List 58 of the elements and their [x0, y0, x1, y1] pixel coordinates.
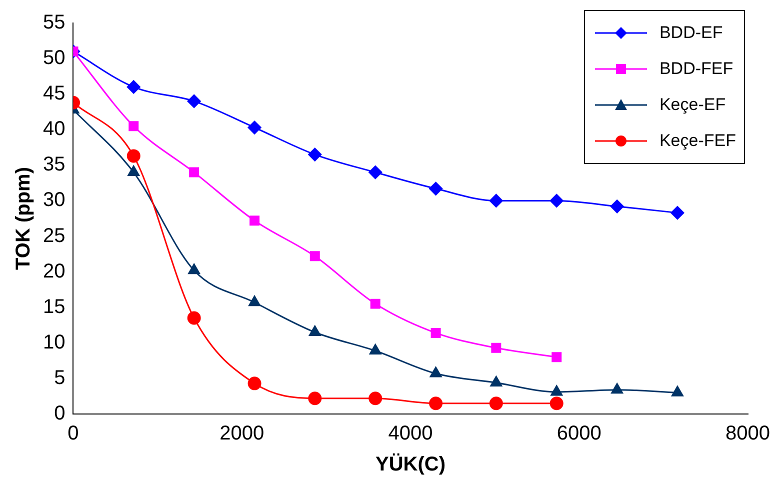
point [489, 194, 503, 208]
point [430, 328, 441, 338]
y-tick-label: 20 [42, 260, 66, 282]
point [491, 342, 502, 353]
legend-label: BDD-FEF [659, 59, 734, 79]
y-tick-label: 40 [42, 118, 66, 140]
point [368, 166, 382, 180]
point [369, 344, 382, 354]
y-tick-label: 30 [42, 189, 66, 212]
y-tick-label: 10 [42, 331, 66, 354]
x-axis-title: YÜK(C) [376, 452, 446, 476]
legend-label: Keçe-FEF [659, 131, 736, 151]
point [489, 396, 503, 410]
y-tick-label: 15 [42, 296, 66, 318]
x-tick-label: 8000 [726, 422, 770, 445]
point [308, 392, 322, 406]
y-tick-label: 5 [54, 366, 66, 389]
point [248, 120, 262, 134]
point [187, 311, 201, 325]
point [188, 264, 200, 274]
x-tick-label: 2000 [220, 422, 264, 445]
point [670, 206, 684, 220]
point [610, 200, 624, 214]
x-tick-label: 4000 [388, 422, 433, 445]
point [308, 325, 321, 336]
point [552, 352, 562, 362]
point [550, 194, 564, 208]
y-tick-label: 35 [42, 154, 66, 176]
point [310, 251, 320, 262]
point [550, 396, 564, 410]
y-tick-label: 0 [54, 402, 66, 425]
y-tick-label: 45 [42, 82, 66, 105]
point [126, 149, 140, 163]
point [370, 298, 380, 309]
point [128, 166, 140, 176]
point [429, 182, 443, 196]
legend-label: BDD-EF [659, 23, 723, 43]
point [550, 385, 563, 396]
point [490, 376, 502, 386]
point [611, 383, 624, 394]
point [430, 366, 442, 378]
y-axis-title: TOK (ppm) [12, 167, 35, 270]
x-tick-label: 6000 [556, 422, 602, 445]
point [368, 392, 382, 406]
y-tick-label: 25 [42, 224, 66, 247]
point [189, 167, 200, 178]
point [250, 216, 260, 226]
legend-label: Keçe-EF [659, 95, 726, 115]
y-tick-label: 55 [42, 12, 66, 34]
point [671, 386, 684, 396]
y-tick-label: 50 [42, 47, 66, 70]
point [248, 376, 262, 390]
point [126, 80, 140, 94]
point [128, 121, 139, 132]
point [429, 396, 443, 410]
point [248, 296, 260, 306]
point [308, 148, 322, 162]
point [187, 94, 201, 108]
